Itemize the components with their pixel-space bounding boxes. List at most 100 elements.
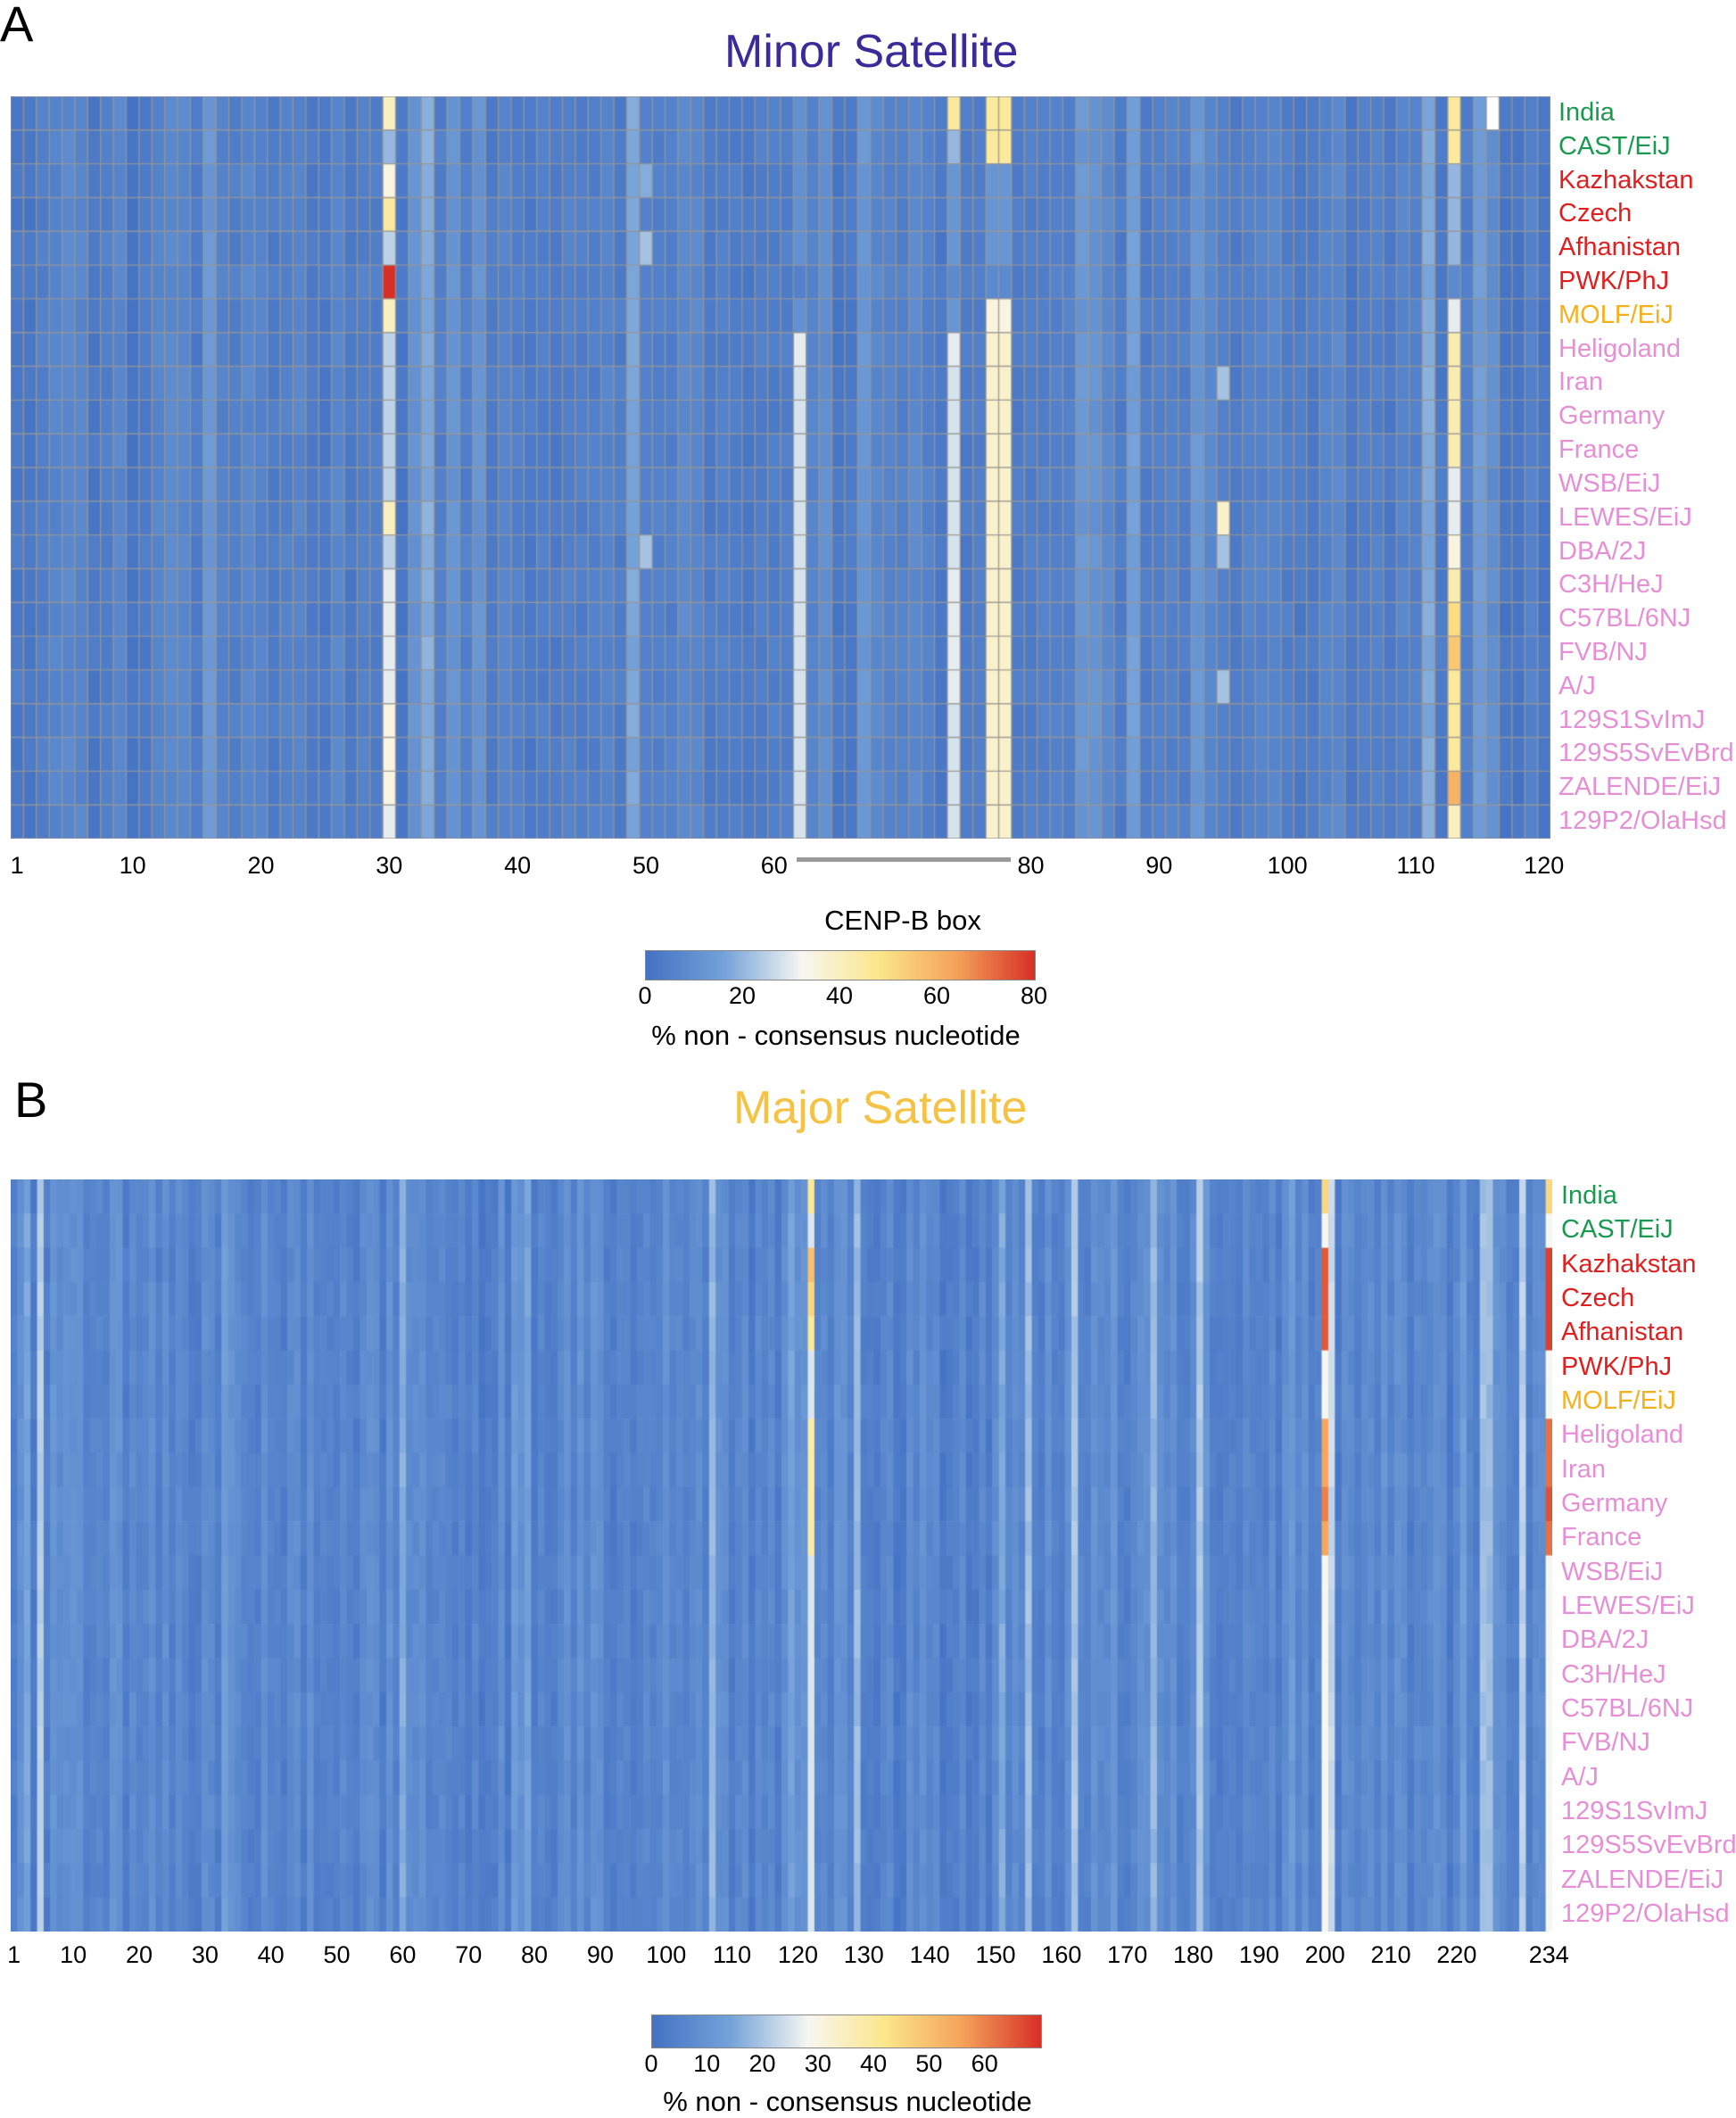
x-tick-label: 160 <box>1041 1941 1082 1968</box>
row-label: France <box>1558 435 1640 465</box>
row-label: CAST/EiJ <box>1561 1215 1674 1245</box>
x-tick-label: 140 <box>909 1941 950 1968</box>
row-label: C3H/HeJ <box>1558 570 1664 600</box>
x-tick-label: 90 <box>586 1941 614 1968</box>
minor-colorbar <box>645 950 1036 980</box>
x-tick-label: 120 <box>777 1941 818 1968</box>
x-tick-label: 100 <box>1267 852 1308 879</box>
row-label: Kazhakstan <box>1558 165 1694 194</box>
row-label: Heligoland <box>1558 334 1682 363</box>
x-tick-label: 30 <box>191 1941 219 1968</box>
row-label: WSB/EiJ <box>1558 468 1661 498</box>
x-tick-label: 200 <box>1304 1941 1345 1968</box>
x-tick-label: 50 <box>323 1941 351 1968</box>
colorbar-tick-label: 40 <box>860 2050 888 2077</box>
colorbar-tick-label: 80 <box>1020 982 1048 1009</box>
colorbar-tick-label: 30 <box>804 2050 831 2077</box>
row-label: Heligoland <box>1561 1420 1684 1450</box>
x-tick-label: 190 <box>1238 1941 1279 1968</box>
x-tick-label: 30 <box>376 852 403 879</box>
colorbar-tick-label: 50 <box>915 2050 943 2077</box>
row-label: A/J <box>1561 1762 1599 1791</box>
row-label: Iran <box>1561 1454 1606 1484</box>
x-tick-label: 40 <box>504 852 532 879</box>
x-tick-label: 10 <box>119 852 146 879</box>
x-tick-label: 20 <box>247 852 275 879</box>
row-label: MOLF/EiJ <box>1561 1386 1676 1416</box>
row-label: 129P2/OlaHsd <box>1558 807 1727 836</box>
x-tick-label: 70 <box>455 1941 483 1968</box>
row-label: Czech <box>1558 199 1633 228</box>
colorbar-tick-label: 60 <box>971 2050 998 2077</box>
row-label: Afhanistan <box>1558 233 1682 262</box>
x-tick-label: 120 <box>1524 852 1565 879</box>
row-label: FVB/NJ <box>1561 1728 1650 1758</box>
row-label: LEWES/EiJ <box>1558 502 1692 532</box>
row-label: A/J <box>1558 671 1596 700</box>
panel-a-letter: A <box>0 0 34 52</box>
colorbar-tick-label: 0 <box>644 2050 658 2077</box>
colorbar-tick-label: 0 <box>638 982 652 1009</box>
row-label: C57BL/6NJ <box>1561 1693 1694 1723</box>
colorbar-tick-label: 20 <box>748 2050 776 2077</box>
x-tick-label: 220 <box>1436 1941 1477 1968</box>
row-label: CAST/EiJ <box>1558 131 1671 161</box>
colorbar-tick-label: 40 <box>825 982 854 1009</box>
row-label: MOLF/EiJ <box>1558 300 1674 329</box>
row-label: Iran <box>1558 368 1603 397</box>
minor-colorbar-label: % non - consensus nucleotide <box>651 1020 1021 1051</box>
row-label: 129S5SvEvBrd <box>1558 739 1734 768</box>
cenpb-box-line <box>797 857 1011 862</box>
panel-b-title: Major Satellite <box>733 1082 1028 1134</box>
x-tick-label: 80 <box>1017 852 1045 879</box>
row-label: India <box>1558 97 1615 127</box>
x-tick-label: 110 <box>1396 852 1435 879</box>
x-tick-label: 10 <box>60 1941 87 1968</box>
row-label: 129S1SvImJ <box>1558 705 1706 734</box>
row-label: France <box>1561 1523 1642 1552</box>
x-tick-label: 130 <box>843 1941 884 1968</box>
row-label: 129P2/OlaHsd <box>1561 1899 1730 1928</box>
row-label: C57BL/6NJ <box>1558 604 1691 633</box>
major-satellite-heatmap <box>11 1179 1552 1932</box>
x-tick-label: 110 <box>713 1941 752 1968</box>
row-label: PWK/PhJ <box>1558 267 1670 295</box>
row-label: FVB/NJ <box>1558 638 1648 666</box>
x-tick-label: 234 <box>1528 1941 1569 1968</box>
row-label: ZALENDE/EiJ <box>1561 1865 1724 1894</box>
row-label: PWK/PhJ <box>1561 1352 1673 1381</box>
row-label: WSB/EiJ <box>1561 1557 1664 1586</box>
colorbar-tick-label: 20 <box>728 982 756 1009</box>
panel-a-title: Minor Satellite <box>724 26 1019 78</box>
row-label: 129S1SvImJ <box>1561 1796 1708 1825</box>
x-tick-label: 20 <box>125 1941 153 1968</box>
x-tick-label: 90 <box>1145 852 1173 879</box>
major-colorbar-label: % non - consensus nucleotide <box>663 2086 1032 2117</box>
row-label: C3H/HeJ <box>1561 1659 1666 1689</box>
x-tick-label: 1 <box>7 1941 21 1968</box>
x-tick-label: 1 <box>10 852 24 879</box>
x-tick-label: 60 <box>389 1941 417 1968</box>
x-tick-label: 40 <box>257 1941 285 1968</box>
row-label: Germany <box>1558 401 1666 431</box>
x-tick-label: 80 <box>521 1941 549 1968</box>
x-tick-label: 170 <box>1107 1941 1148 1968</box>
row-label: Germany <box>1561 1489 1668 1518</box>
minor-satellite-heatmap <box>11 96 1550 839</box>
row-label: India <box>1561 1181 1617 1211</box>
x-tick-label: 60 <box>760 852 788 879</box>
x-tick-label: 50 <box>632 852 659 879</box>
colorbar-tick-label: 60 <box>922 982 951 1009</box>
x-tick-label: 180 <box>1173 1941 1214 1968</box>
colorbar-tick-label: 10 <box>693 2050 721 2077</box>
cenpb-box-label: CENP-B box <box>824 905 981 936</box>
row-label: 129S5SvEvBrd <box>1561 1831 1736 1860</box>
row-label: Czech <box>1561 1284 1635 1313</box>
x-tick-label: 210 <box>1370 1941 1411 1968</box>
row-label: ZALENDE/EiJ <box>1558 773 1722 802</box>
row-label: DBA/2J <box>1561 1626 1649 1655</box>
x-tick-label: 150 <box>975 1941 1016 1968</box>
row-label: Afhanistan <box>1561 1318 1684 1347</box>
row-label: DBA/2J <box>1558 536 1647 566</box>
row-label: Kazhakstan <box>1561 1249 1697 1278</box>
